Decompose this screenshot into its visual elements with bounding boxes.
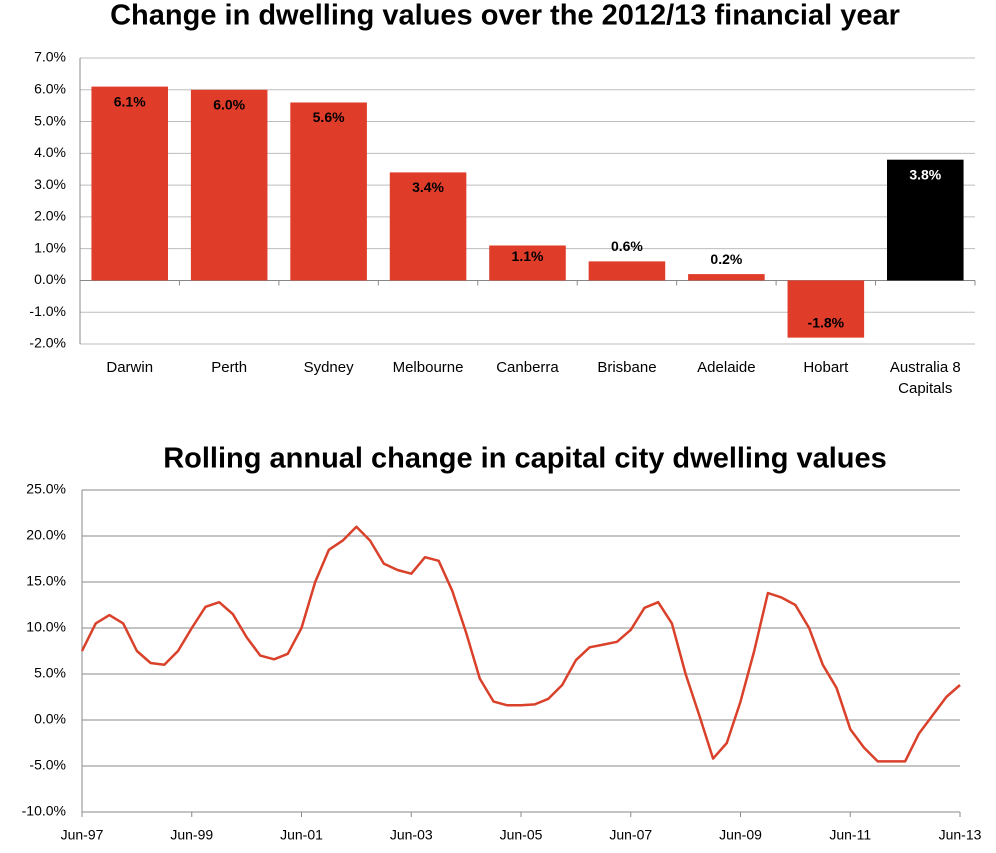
bar xyxy=(389,172,467,281)
bar xyxy=(588,261,666,281)
y-tick-label: 15.0% xyxy=(26,573,66,589)
y-tick-label: -10.0% xyxy=(22,803,66,819)
y-tick-label: 25.0% xyxy=(26,481,66,497)
bar xyxy=(886,159,964,281)
y-tick-label: -5.0% xyxy=(29,757,66,773)
bar xyxy=(787,280,865,338)
y-tick-label: 10.0% xyxy=(26,619,66,635)
x-tick-label: Perth xyxy=(211,359,248,376)
x-tick-label: Jun-03 xyxy=(390,827,433,843)
value-label: -1.8% xyxy=(808,314,845,330)
y-tick-label: 0.0% xyxy=(34,271,66,287)
x-tick-label: Jun-01 xyxy=(280,827,323,843)
value-label: 6.1% xyxy=(114,93,146,109)
y-tick-label: 2.0% xyxy=(34,208,66,224)
x-tick-label: Sydney xyxy=(303,359,354,376)
bar xyxy=(190,89,268,281)
x-tick-label: Jun-05 xyxy=(500,827,543,843)
y-tick-label: 0.0% xyxy=(34,711,66,727)
x-tick-label: Jun-13 xyxy=(939,827,982,843)
y-tick-label: 6.0% xyxy=(34,80,66,96)
value-label: 3.4% xyxy=(412,179,444,195)
line xyxy=(80,525,961,763)
chart-title: Rolling annual change in capital city dw… xyxy=(163,443,887,475)
x-tick-label: Australia 8 Capitals xyxy=(889,359,961,397)
y-tick-label: 5.0% xyxy=(34,665,66,681)
y-tick-label: 5.0% xyxy=(34,112,66,128)
y-tick-label: -2.0% xyxy=(29,335,66,351)
bar xyxy=(290,102,367,281)
y-tick-label: 1.0% xyxy=(34,239,66,255)
x-tick-label: Brisbane xyxy=(597,359,657,376)
x-tick-label: Melbourne xyxy=(392,359,464,376)
bar xyxy=(91,86,169,281)
value-label: 5.6% xyxy=(313,109,345,125)
x-tick-label: Darwin xyxy=(106,359,154,376)
x-tick-label: Jun-11 xyxy=(829,827,871,843)
y-tick-label: 20.0% xyxy=(26,527,66,543)
x-tick-label: Adelaide xyxy=(697,359,756,376)
value-label: 1.1% xyxy=(512,248,544,264)
x-tick-label: Jun-99 xyxy=(170,827,213,843)
x-tick-label: Hobart xyxy=(803,359,849,376)
value-label: 0.2% xyxy=(710,251,742,267)
y-tick-label: -1.0% xyxy=(29,303,66,319)
bar xyxy=(688,274,765,281)
value-label: 0.6% xyxy=(611,238,643,254)
x-tick-label: Canberra xyxy=(496,359,559,376)
x-tick-label: Jun-07 xyxy=(609,827,652,843)
x-tick-label: Jun-97 xyxy=(61,827,104,843)
x-tick-label: Jun-09 xyxy=(719,827,762,843)
value-label: 6.0% xyxy=(213,96,245,112)
value-label: 3.8% xyxy=(909,166,941,182)
y-tick-label: 7.0% xyxy=(34,49,66,65)
chart-title: Change in dwelling values over the 2012/… xyxy=(110,0,900,32)
y-tick-label: 3.0% xyxy=(34,176,66,192)
bar xyxy=(489,245,566,281)
y-tick-label: 4.0% xyxy=(34,144,66,160)
